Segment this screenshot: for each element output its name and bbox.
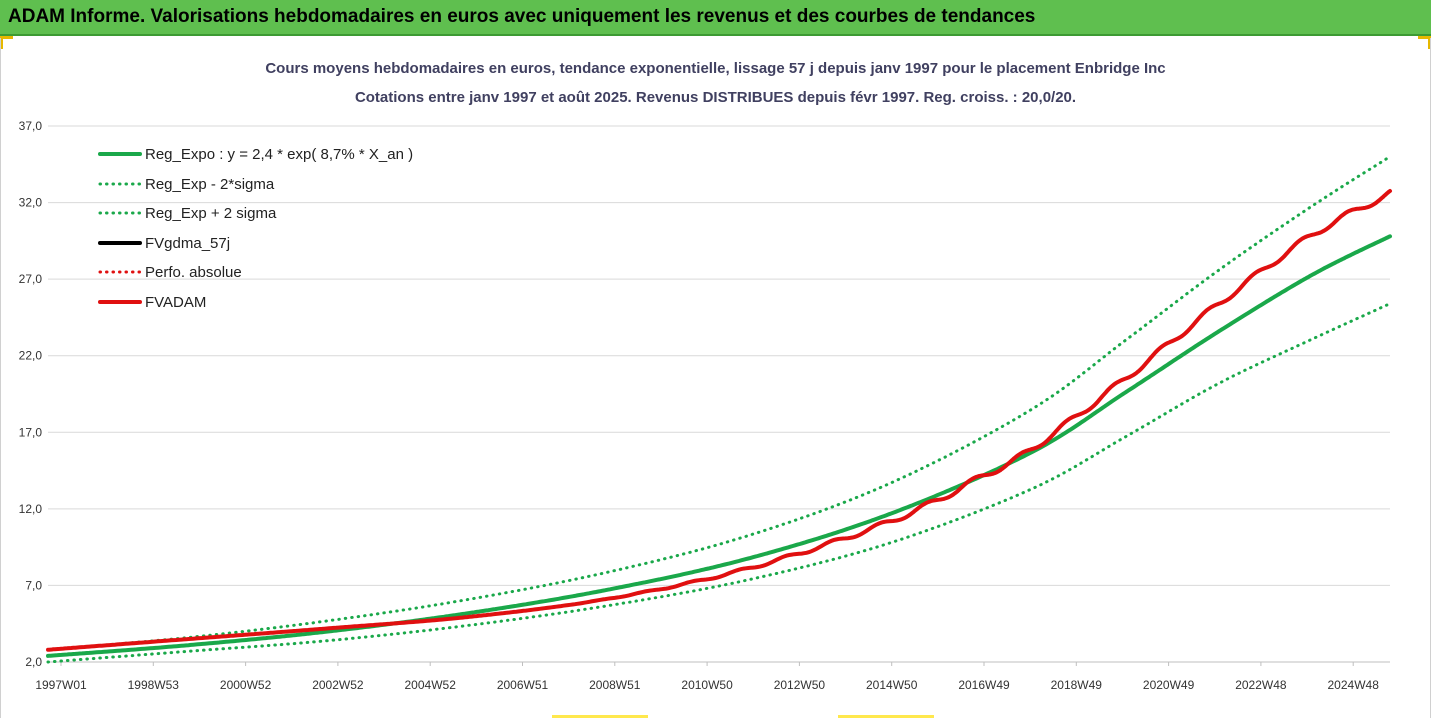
y-tick-label: 27,0 (19, 272, 43, 286)
y-tick-label: 7,0 (25, 578, 42, 592)
series-line-0 (46, 234, 1392, 658)
selection-marker-right (838, 715, 934, 718)
x-tick-label: 2006W51 (497, 678, 549, 692)
legend-label: Reg_Exp - 2*sigma (145, 176, 275, 193)
legend-label: FVADAM (145, 294, 206, 311)
series-line-5 (46, 189, 1392, 652)
x-tick-label: 1998W53 (128, 678, 180, 692)
y-tick-label: 37,0 (19, 119, 43, 133)
x-tick-label: 2012W50 (774, 678, 826, 692)
series-line-1 (46, 302, 1392, 664)
legend-label: Reg_Exp + 2 sigma (145, 205, 277, 222)
x-tick-label: 2016W49 (958, 678, 1010, 692)
corner-marker-left (0, 36, 13, 49)
selection-marker-left (552, 715, 648, 718)
x-tick-label: 2008W51 (589, 678, 641, 692)
x-tick-label: 2024W48 (1328, 678, 1380, 692)
x-tick-label: 2014W50 (866, 678, 918, 692)
x-tick-label: 2004W52 (405, 678, 457, 692)
y-tick-label: 17,0 (19, 425, 43, 439)
x-tick-label: 2020W49 (1143, 678, 1195, 692)
y-tick-label: 22,0 (19, 349, 43, 363)
legend-label: Perfo. absolue (145, 264, 242, 281)
corner-marker-right (1418, 36, 1431, 49)
x-tick-label: 2000W52 (220, 678, 272, 692)
legend-label: FVgdma_57j (145, 235, 230, 252)
x-tick-label: 2002W52 (312, 678, 364, 692)
y-tick-label: 12,0 (19, 502, 43, 516)
report-title: ADAM Informe. Valorisations hebdomadaire… (8, 6, 1036, 27)
x-tick-label: 2018W49 (1051, 678, 1103, 692)
y-tick-label: 32,0 (19, 196, 43, 210)
series-line-2 (46, 155, 1392, 652)
x-tick-label: 2022W48 (1235, 678, 1287, 692)
chart-title: Cours moyens hebdomadaires en euros, ten… (265, 60, 1166, 77)
report-header: ADAM Informe. Valorisations hebdomadaire… (0, 0, 1431, 36)
x-tick-label: 1997W01 (35, 678, 87, 692)
y-tick-label: 2,0 (25, 655, 42, 669)
legend-label: Reg_Expo : y = 2,4 * exp( 8,7% * X_an ) (145, 146, 413, 163)
chart-subtitle: Cotations entre janv 1997 et août 2025. … (354, 89, 1077, 106)
x-tick-label: 2010W50 (681, 678, 733, 692)
